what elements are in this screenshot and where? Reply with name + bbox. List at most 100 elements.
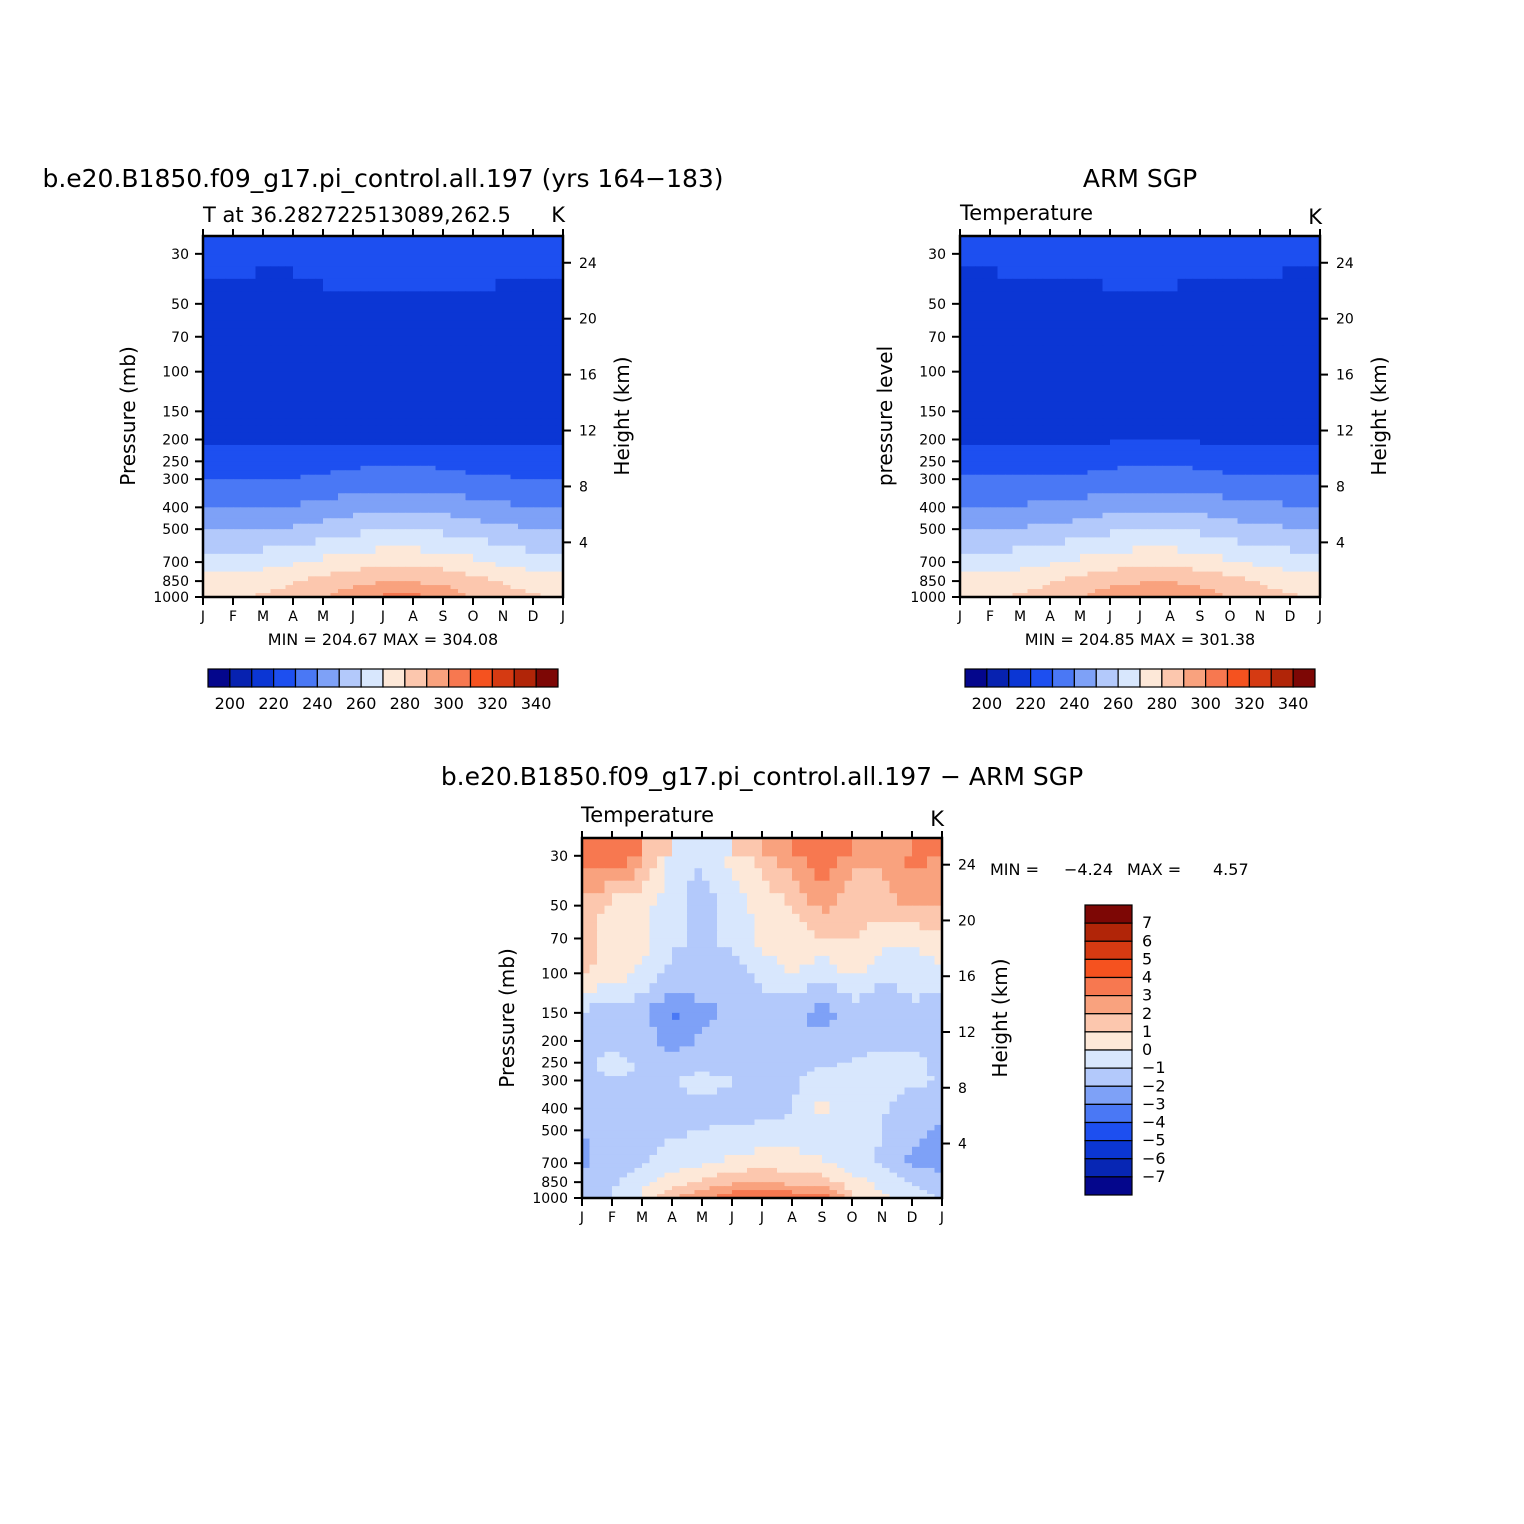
- heatmap-cell: [435, 439, 444, 446]
- heatmap-cell: [1147, 576, 1156, 582]
- heatmap-cell: [375, 474, 384, 480]
- heatmap-cell: [315, 411, 324, 419]
- heatmap-cell: [1297, 461, 1306, 467]
- heatmap-cell: [982, 320, 991, 330]
- heatmap-cell: [518, 266, 527, 280]
- heatmap-cell: [1132, 500, 1141, 508]
- heatmap-cell: [982, 523, 991, 530]
- heatmap-cell: [255, 439, 264, 446]
- heatmap-cell: [540, 425, 549, 434]
- heatmap-cell: [1162, 529, 1171, 538]
- heatmap-cell: [1297, 465, 1306, 471]
- heatmap-cell: [1155, 512, 1164, 519]
- heatmap-cell: [345, 470, 354, 476]
- heatmap-cell: [360, 253, 369, 267]
- heatmap-cell: [443, 581, 452, 586]
- heatmap-cell: [1200, 455, 1209, 462]
- heatmap-cell: [203, 576, 212, 582]
- heatmap-cell: [203, 566, 212, 573]
- heatmap-cell: [1185, 562, 1194, 568]
- heatmap-cell: [458, 278, 467, 292]
- heatmap-cell: [270, 444, 279, 452]
- heatmap-cell: [353, 320, 362, 330]
- heatmap-cell: [1177, 455, 1186, 462]
- heatmap-cell: [1312, 461, 1321, 467]
- heatmap-cell: [1080, 425, 1089, 434]
- heatmap-cell: [503, 479, 512, 487]
- heatmap-cell: [1170, 236, 1201, 255]
- heatmap-cell: [975, 391, 984, 403]
- heatmap-cell: [458, 518, 467, 525]
- heatmap-cell: [1020, 455, 1029, 462]
- heatmap-cell: [548, 593, 557, 598]
- heatmap-cell: [1065, 465, 1074, 471]
- heatmap-cell: [1132, 278, 1141, 292]
- heatmap-cell: [255, 537, 264, 547]
- heatmap-cell: [1312, 537, 1321, 547]
- heatmap-cell: [967, 362, 976, 373]
- heatmap-cell: [420, 512, 429, 519]
- heatmap-cell: [420, 253, 429, 267]
- heatmap-cell: [1102, 486, 1111, 494]
- heatmap-cell: [997, 411, 1006, 419]
- heatmap-cell: [1282, 465, 1291, 471]
- heatmap-cell: [1050, 553, 1059, 563]
- heatmap-cell: [960, 303, 969, 313]
- heatmap-cell: [495, 474, 504, 480]
- heatmap-cell: [1147, 278, 1156, 292]
- heatmap-cell: [248, 545, 257, 555]
- heatmap-cell: [1042, 529, 1051, 538]
- heatmap-cell: [1102, 266, 1111, 280]
- colorbar-label: 240: [1059, 694, 1090, 713]
- heatmap-cell: [1245, 253, 1254, 267]
- heatmap-cell: [210, 266, 219, 280]
- heatmap-cell: [1237, 461, 1246, 467]
- heatmap-cell: [413, 581, 422, 586]
- y-tick-label: 700: [919, 555, 946, 571]
- heatmap-cell: [982, 479, 991, 487]
- heatmap-cell: [548, 493, 557, 501]
- heatmap-cell: [597, 880, 606, 894]
- heatmap-cell: [533, 465, 542, 471]
- x-tick-label: A: [1165, 609, 1175, 625]
- heatmap-cell: [540, 320, 549, 330]
- heatmap-cell: [975, 362, 984, 373]
- heatmap-cell: [368, 500, 377, 508]
- heatmap-cell: [285, 585, 294, 590]
- heatmap-cell: [368, 278, 377, 292]
- heatmap-cell: [1290, 479, 1299, 487]
- heatmap-cell: [960, 486, 969, 494]
- heatmap-cell: [435, 529, 444, 538]
- heatmap-cell: [1297, 450, 1306, 457]
- heatmap-cell: [1192, 432, 1201, 441]
- heatmap-cell: [383, 493, 392, 501]
- heatmap-cell: [240, 493, 249, 501]
- heatmap-cell: [435, 465, 444, 471]
- heatmap-cell: [1140, 581, 1149, 586]
- heatmap-cell: [769, 893, 778, 907]
- heatmap-cell: [1207, 576, 1216, 582]
- heatmap-cell: [413, 529, 422, 538]
- heatmap-cell: [1260, 328, 1269, 338]
- heatmap-cell: [428, 589, 437, 594]
- heatmap-cell: [300, 553, 309, 563]
- heatmap-cell: [270, 450, 279, 457]
- heatmap-cell: [330, 529, 339, 538]
- heatmap-cell: [1282, 303, 1291, 313]
- heatmap-cell: [285, 391, 294, 403]
- heatmap-cell: [413, 328, 422, 338]
- heatmap-cell: [263, 439, 272, 446]
- heatmap-cell: [518, 401, 527, 412]
- heatmap-cell: [769, 855, 778, 869]
- heatmap-cell: [1005, 500, 1014, 508]
- heatmap-cell: [323, 486, 332, 494]
- heatmap-cell: [1095, 493, 1104, 501]
- heatmap-cell: [1222, 518, 1231, 525]
- heatmap-cell: [1147, 518, 1156, 525]
- heatmap-cell: [533, 418, 542, 427]
- heatmap-cell: [1215, 425, 1224, 434]
- heatmap-cell: [488, 512, 497, 519]
- heatmap-cell: [398, 474, 407, 480]
- colorbar-swatch: [1051, 668, 1075, 688]
- heatmap-cell: [225, 562, 234, 568]
